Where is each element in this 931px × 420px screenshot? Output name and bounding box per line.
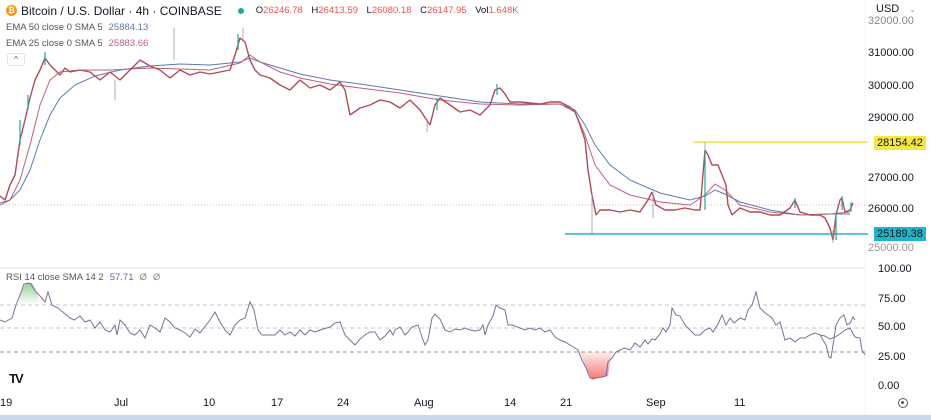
chart-legend: ₿ Bitcoin / U.S. Dollar · 4h · COINBASE … <box>6 3 525 18</box>
price-label: 32000.00 <box>868 15 914 27</box>
rsi-value: 57.71 <box>109 272 134 283</box>
market-status-dot-icon[interactable] <box>237 7 244 14</box>
rsi-line <box>0 282 866 379</box>
ema50-value: 25884.13 <box>108 22 149 33</box>
low-value: 26080.18 <box>371 5 412 16</box>
rsi-line-recent <box>819 314 856 359</box>
price-label: 29000.00 <box>868 112 914 124</box>
time-axis-label: 19 <box>0 397 13 409</box>
ema50-line <box>0 57 850 216</box>
chevron-down-icon: ⌄ <box>909 5 916 14</box>
time-axis-label: 24 <box>337 397 350 409</box>
rsi-axis-label: 0.00 <box>878 380 900 392</box>
symbol-title[interactable]: Bitcoin / U.S. Dollar · 4h · COINBASE <box>21 3 222 18</box>
time-axis-label: 17 <box>271 397 284 409</box>
tradingview-logo[interactable]: TV <box>9 371 24 386</box>
rsi-axis-label: 100.00 <box>878 263 912 275</box>
time-axis-label: Aug <box>414 397 434 409</box>
price-label: 26000.00 <box>868 203 914 215</box>
rsi-extra-1: Ø <box>139 272 147 283</box>
rsi-overbought-fill <box>18 283 40 303</box>
ema50-label: EMA 50 close 0 SMA 5 <box>6 22 103 33</box>
ohlc-values: O26246.78 H26413.59 L26080.18 C26147.95 … <box>255 5 519 16</box>
symbol-row: ₿ Bitcoin / U.S. Dollar · 4h · COINBASE … <box>6 3 525 18</box>
ema25-line <box>0 54 851 216</box>
bottom-border <box>0 415 931 420</box>
price-label: 25000.00 <box>868 242 914 254</box>
support-price-badge[interactable]: 25189.38 <box>874 227 926 241</box>
price-line <box>0 37 854 241</box>
open-value: 26246.78 <box>263 5 303 16</box>
rsi-label: RSI 14 close SMA 14 2 <box>6 272 104 283</box>
volume-value: 1.648K <box>488 5 519 16</box>
ema25-label: EMA 25 close 0 SMA 5 <box>6 38 103 49</box>
time-axis-label: Sep <box>646 397 666 409</box>
high-value: 26413.59 <box>318 5 358 16</box>
rsi-legend[interactable]: RSI 14 close SMA 14 2 57.71 Ø Ø <box>6 272 160 283</box>
rsi-extra-2: Ø <box>152 272 161 283</box>
rsi-oversold-fill <box>580 352 612 380</box>
ema50-legend[interactable]: EMA 50 close 0 SMA 5 25884.13 <box>6 22 148 33</box>
currency-selector[interactable]: USD ⌄ <box>876 3 916 15</box>
rsi-axis-label: 25.00 <box>878 351 906 363</box>
close-value: 26147.95 <box>426 5 467 16</box>
ema25-legend[interactable]: EMA 25 close 0 SMA 5 25883.66 <box>6 38 148 49</box>
time-axis-label: 21 <box>560 397 573 409</box>
time-axis-label: 14 <box>504 397 517 409</box>
time-axis-label: 11 <box>734 397 746 409</box>
price-label: 31000.00 <box>868 47 914 59</box>
rsi-axis-label: 75.00 <box>878 293 906 305</box>
settings-gear-icon[interactable] <box>898 398 908 408</box>
rsi-axis-label: 50.00 <box>878 321 906 333</box>
currency-label: USD <box>876 3 900 15</box>
bullish-candles <box>19 34 852 240</box>
candle-wicks <box>114 28 834 243</box>
price-label: 27000.00 <box>868 172 914 184</box>
time-axis-label: 10 <box>203 397 216 409</box>
time-axis-label: Jul <box>114 397 129 409</box>
price-label: 30000.00 <box>868 80 914 92</box>
bitcoin-icon: ₿ <box>6 5 17 16</box>
collapse-legend-button[interactable]: ^ <box>7 53 25 66</box>
resistance-price-badge[interactable]: 28154.42 <box>874 136 926 150</box>
ema25-value: 25883.66 <box>108 38 149 49</box>
